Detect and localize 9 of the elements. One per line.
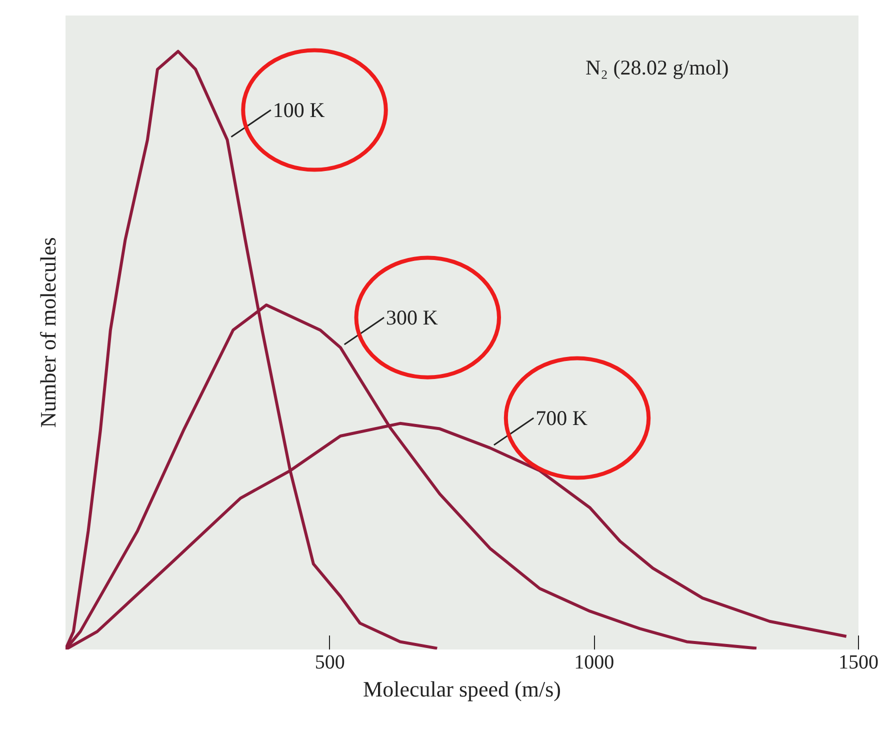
annotation: N₂ (28.02 g/mol) [586,56,729,80]
x-tick-label: 1500 [838,652,878,674]
x-tick-label: 500 [314,652,345,674]
y-axis-title: Number of molecules [36,237,60,428]
x-axis-title: Molecular speed (m/s) [363,676,561,702]
x-tick-label: 1000 [574,652,614,674]
text: 100 K [272,98,325,122]
series-label: 700 K [536,406,588,430]
text: 300 K [386,306,438,330]
